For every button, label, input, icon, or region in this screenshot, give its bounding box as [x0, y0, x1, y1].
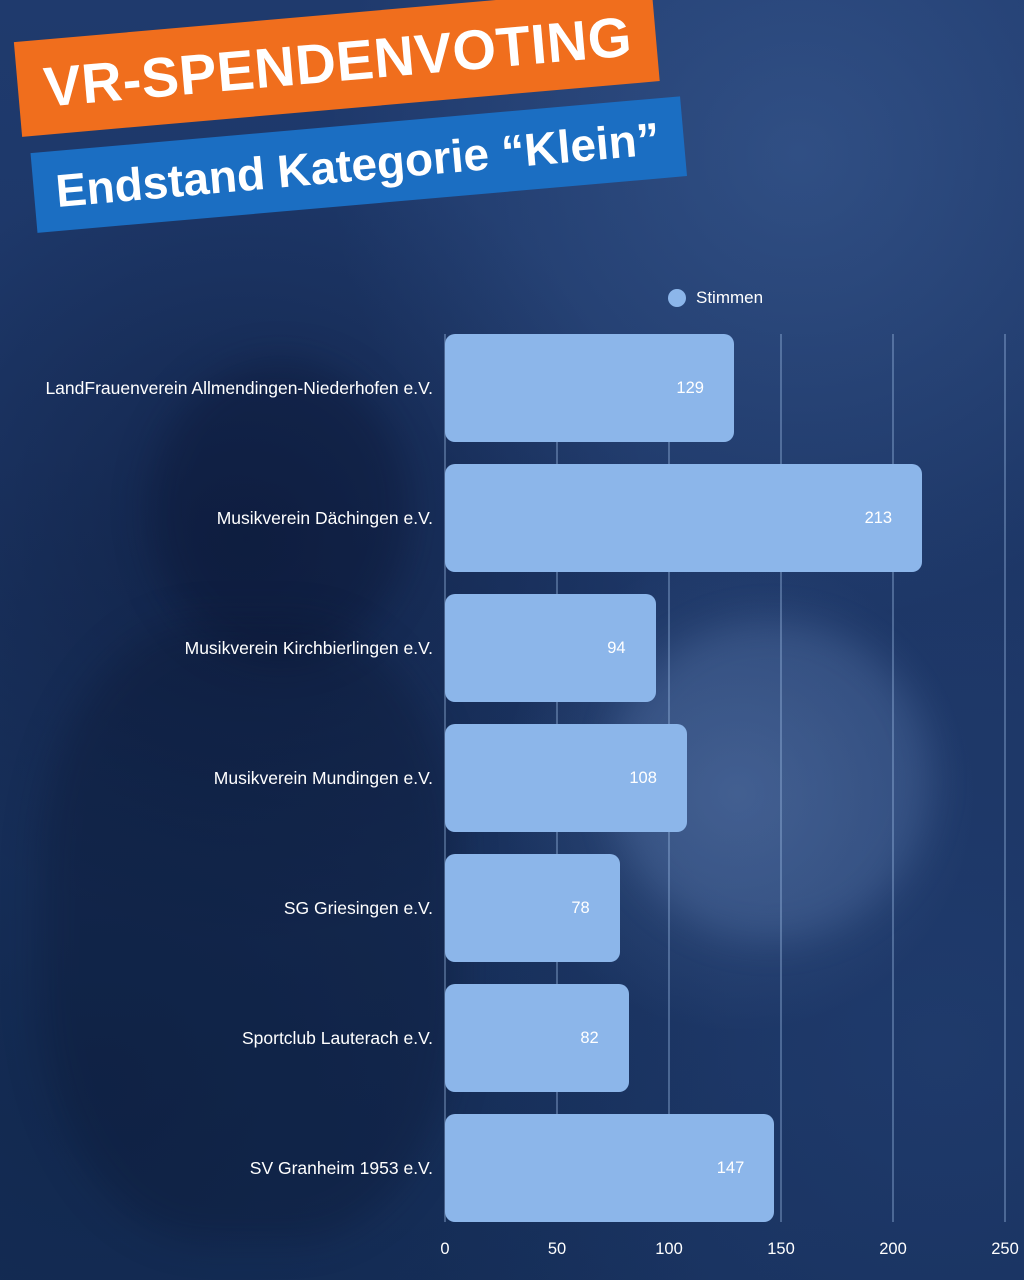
- x-tick-label: 0: [440, 1240, 450, 1258]
- value-bar: 78: [445, 854, 620, 962]
- x-tick-label: 100: [655, 1240, 683, 1258]
- value-label: 82: [580, 1028, 599, 1047]
- value-label: 147: [716, 1158, 745, 1177]
- x-tick-label: 150: [767, 1240, 795, 1258]
- category-label: Musikverein Kirchbierlingen e.V.: [184, 637, 433, 658]
- value-bar: 82: [445, 984, 629, 1092]
- category-label: Musikverein Dächingen e.V.: [216, 507, 433, 528]
- x-axis: 0 50 100 150 200 250: [440, 1232, 1018, 1264]
- x-tick-label: 50: [547, 1240, 567, 1258]
- value-label: 94: [607, 638, 626, 657]
- chart-row: Musikverein Dächingen e.V. 213: [0, 464, 1005, 572]
- chart-row: Musikverein Mundingen e.V. 108: [0, 724, 1005, 832]
- category-label: LandFrauenverein Allmendingen-Niederhofe…: [45, 377, 433, 398]
- value-bar: 129: [445, 334, 734, 442]
- bar-chart: LandFrauenverein Allmendingen-Niederhofe…: [0, 334, 1019, 1258]
- page-subtitle: Endstand Kategorie “Klein”: [53, 112, 662, 217]
- chart-row: Musikverein Kirchbierlingen e.V. 94: [0, 594, 1005, 702]
- legend-dot-icon: [668, 289, 686, 307]
- bar-track: 94: [445, 594, 1005, 702]
- bar-track: 108: [445, 724, 1005, 832]
- category-label: SG Griesingen e.V.: [283, 897, 433, 918]
- x-tick-label: 200: [879, 1240, 907, 1258]
- bar-track: 82: [445, 984, 1005, 1092]
- value-bar: 108: [445, 724, 687, 832]
- value-label: 78: [571, 898, 590, 917]
- value-bar: 213: [445, 464, 923, 572]
- value-label: 129: [676, 378, 704, 397]
- value-bar: 147: [445, 1114, 775, 1222]
- bar-track: 78: [445, 854, 1005, 962]
- bar-track: 213: [445, 464, 1005, 572]
- category-label: Sportclub Lauterach e.V.: [241, 1027, 433, 1048]
- category-label: SV Granheim 1953 e.V.: [249, 1157, 433, 1178]
- value-bar: 94: [445, 594, 656, 702]
- bar-track: 147: [445, 1114, 1005, 1222]
- value-label: 213: [864, 508, 893, 527]
- legend-label: Stimmen: [696, 288, 764, 307]
- chart-row: SV Granheim 1953 e.V. 147: [0, 1114, 1005, 1222]
- chart-row: LandFrauenverein Allmendingen-Niederhofe…: [0, 334, 1005, 442]
- x-tick-label: 250: [991, 1240, 1019, 1258]
- bar-track: 129: [445, 334, 1005, 442]
- page-title: VR-SPENDENVOTING: [41, 4, 635, 119]
- chart-row: SG Griesingen e.V. 78: [0, 854, 1005, 962]
- chart-row: Sportclub Lauterach e.V. 82: [0, 984, 1005, 1092]
- chart-legend: Stimmen: [668, 288, 763, 308]
- value-label: 108: [629, 768, 657, 787]
- category-label: Musikverein Mundingen e.V.: [213, 767, 433, 788]
- plot-rows: LandFrauenverein Allmendingen-Niederhofe…: [0, 334, 1005, 1222]
